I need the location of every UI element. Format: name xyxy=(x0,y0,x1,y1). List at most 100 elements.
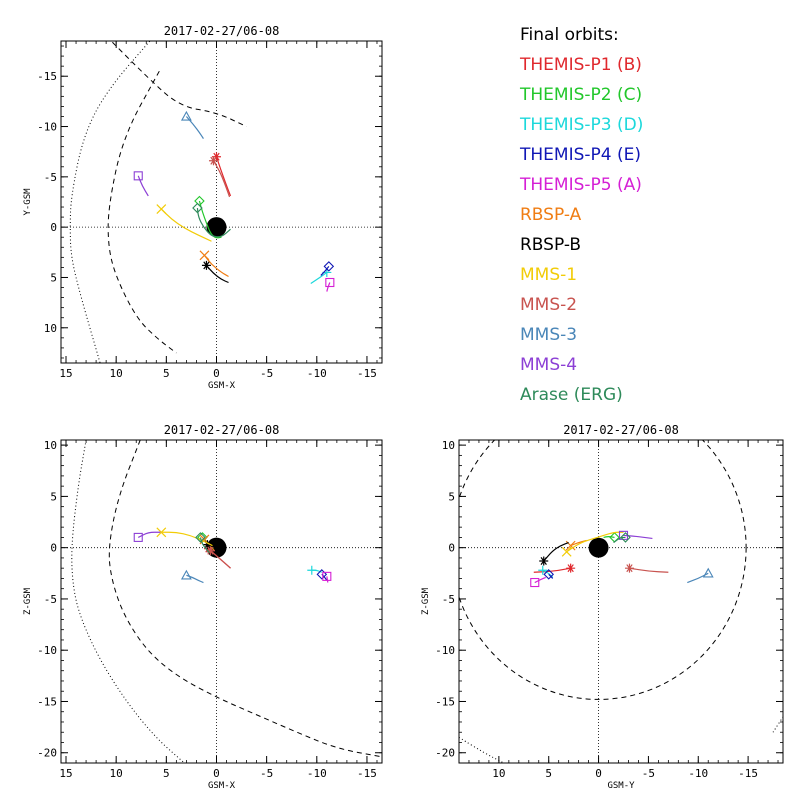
x-tick-label: 5 xyxy=(163,767,170,780)
y-tick-label: -10 xyxy=(37,121,57,134)
orbit-mms-1 xyxy=(566,531,624,553)
marker-themis-p4-e xyxy=(323,261,335,272)
y-tick-label: 10 xyxy=(442,439,455,452)
x-tick-label: 15 xyxy=(59,367,72,380)
y-tick-label: -15 xyxy=(37,695,57,708)
y-tick-label: 0 xyxy=(448,542,455,555)
x-tick-label: -10 xyxy=(307,367,327,380)
legend-item-themis-p3: THEMIS-P3 (D) xyxy=(520,115,644,135)
marker-themis-p5-a xyxy=(322,571,332,581)
earth-disc xyxy=(206,217,227,238)
legend: Final orbits: THEMIS-P1 (B) THEMIS-P2 (C… xyxy=(520,20,790,410)
x-tick-label: -15 xyxy=(357,767,377,780)
x-axis-label: GSM-Y xyxy=(607,781,635,791)
marker-themis-p5-a xyxy=(530,577,540,588)
marker-rbsp-b xyxy=(539,556,549,566)
orbit-rbsp-b xyxy=(543,541,569,562)
marker-mms-3 xyxy=(180,569,192,580)
y-tick-label: 10 xyxy=(44,322,57,335)
x-tick-label: -10 xyxy=(307,767,327,780)
marker-rbsp-a xyxy=(199,250,210,261)
x-tick-label: -15 xyxy=(738,767,758,780)
orbit-mms-3 xyxy=(687,572,709,584)
marker-themis-p1-b xyxy=(211,152,221,162)
orbit-themis-p1-b xyxy=(215,156,232,197)
plot-area xyxy=(459,440,783,763)
panel-title: 2017-02-27/06-08 xyxy=(164,423,280,437)
y-axis-label: Z-GSM xyxy=(421,587,431,615)
orbit-mms-4 xyxy=(623,534,653,540)
legend-item-rbsp-b: RBSP-B xyxy=(520,235,582,255)
orbit-mms-3 xyxy=(185,116,204,139)
bow-shock-boundary xyxy=(69,41,151,363)
panel-title: 2017-02-27/06-08 xyxy=(164,24,280,38)
panel-title: 2017-02-27/06-08 xyxy=(563,423,679,437)
x-tick-label: -5 xyxy=(260,367,273,380)
y-tick-label: -20 xyxy=(435,747,455,760)
legend-title: Final orbits: xyxy=(520,25,619,45)
x-tick-label: 10 xyxy=(110,767,123,780)
marker-mms-1 xyxy=(156,527,167,538)
y-tick-label: -15 xyxy=(37,70,57,83)
legend-item-mms-2: MMS-2 xyxy=(520,295,578,315)
x-tick-label: -15 xyxy=(357,367,377,380)
earth-disc xyxy=(588,537,609,558)
x-axis-label: GSM-X xyxy=(208,781,236,791)
marker-arase-erg xyxy=(192,202,203,214)
orbit-themis-p2-c xyxy=(603,536,615,539)
plot-area xyxy=(61,41,382,363)
marker-mms-4 xyxy=(133,532,143,542)
x-tick-label: 0 xyxy=(595,767,602,780)
plot-frame xyxy=(60,439,383,764)
x-tick-label: 15 xyxy=(59,767,72,780)
y-tick-label: -10 xyxy=(37,644,57,657)
marker-mms-2 xyxy=(205,546,215,556)
magnetopause-boundary xyxy=(107,70,177,354)
y-tick-label: -5 xyxy=(44,171,57,184)
marker-mms-2 xyxy=(624,563,634,573)
marker-mms-1 xyxy=(156,204,167,214)
magnetopause-boundary xyxy=(108,440,382,758)
panel-2: 2017-02-27/06-08 15 10 5 0 -5 -10 -15 10 5 0 -5 -10 -… xyxy=(23,423,383,791)
orbit-mms-2 xyxy=(212,160,231,198)
legend-item-arase: Arase (ERG) xyxy=(520,385,623,405)
orbit-mms-4 xyxy=(137,175,149,197)
y-tick-label: -20 xyxy=(37,747,57,760)
plot-frame xyxy=(458,439,784,764)
x-tick-label: -5 xyxy=(260,767,273,780)
y-tick-label: 5 xyxy=(50,271,57,284)
orbit-mms-1 xyxy=(161,531,213,547)
orbit-arase-erg xyxy=(613,536,626,544)
legend-item-themis-p5: THEMIS-P5 (A) xyxy=(520,175,642,195)
orbit-mms-1 xyxy=(160,208,212,242)
marker-mms-2 xyxy=(208,156,218,166)
bow-shock-boundary xyxy=(459,736,505,763)
marker-mms-3 xyxy=(702,567,714,578)
x-tick-label: -5 xyxy=(642,767,655,780)
legend-item-mms-3: MMS-3 xyxy=(520,325,578,345)
x-tick-label: 0 xyxy=(213,767,220,780)
plot-frame xyxy=(60,40,383,364)
x-tick-label: 10 xyxy=(110,367,123,380)
x-tick-label: 10 xyxy=(492,767,505,780)
y-tick-label: 5 xyxy=(50,490,57,503)
panel-3: 2017-02-27/06-08 10 5 0 -5 -10 -15 10 5 0 -5 -10 -15… xyxy=(421,423,784,791)
x-tick-label: 0 xyxy=(213,367,220,380)
orbit-themis-p5-a xyxy=(326,282,331,292)
plot-area xyxy=(61,440,382,763)
y-tick-label: 0 xyxy=(50,221,57,234)
magnetopause-boundary xyxy=(459,440,747,700)
orbit-themis-p3-d xyxy=(310,271,328,285)
orbit-themis-p5-a xyxy=(534,576,546,584)
bow-shock-boundary xyxy=(772,716,783,733)
marker-themis-p3-d xyxy=(307,565,317,575)
x-axis-label: GSM-X xyxy=(208,381,236,391)
y-tick-label: -5 xyxy=(44,593,57,606)
y-tick-label: -5 xyxy=(442,593,455,606)
bow-shock-boundary xyxy=(71,440,185,763)
marker-mms-1 xyxy=(561,546,572,557)
marker-arase-erg xyxy=(620,532,631,543)
orbit-mms-3 xyxy=(186,574,204,584)
marker-rbsp-b xyxy=(201,260,211,270)
